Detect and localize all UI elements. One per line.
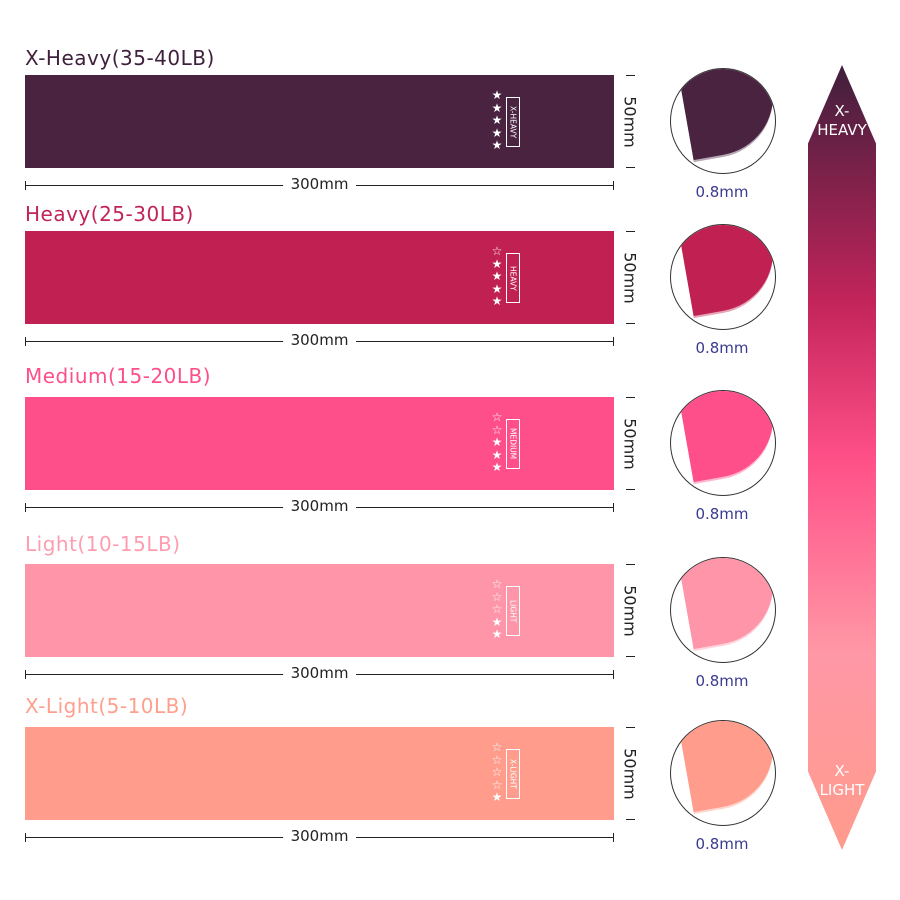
star-filled-icon: ★: [491, 88, 503, 102]
width-label: 50mm: [620, 251, 640, 304]
thickness-closeup-image: [670, 390, 776, 496]
level-label: LIGHT: [506, 586, 520, 636]
band-label-tag: ★ ★ ★ ★ ★ X-HEAVY: [490, 89, 530, 153]
length-label: 300mm: [282, 175, 357, 193]
star-outline-icon: ☆: [491, 422, 503, 437]
thickness-label: 0.8mm: [695, 672, 749, 690]
resistance-band: ★ ★ ★ ☆ ☆ MEDIUM: [25, 397, 614, 490]
star-outline-icon: ☆: [491, 589, 503, 604]
width-label: 50mm: [620, 95, 640, 148]
star-rating: ★ ★ ☆ ☆ ☆: [490, 578, 504, 641]
star-filled-icon: ★: [491, 100, 503, 115]
scale-bottom-label: X- LIGHT: [819, 762, 865, 799]
star-filled-icon: ★: [491, 435, 503, 449]
star-outline-icon: ☆: [491, 602, 503, 616]
resistance-band: ★ ★ ★ ★ ★ X-HEAVY: [25, 75, 614, 168]
star-outline-icon: ☆: [491, 752, 503, 767]
thickness-closeup-image: [670, 68, 776, 174]
level-label: X-HEAVY: [506, 97, 520, 147]
band-title: Medium(15-20LB): [25, 364, 212, 388]
length-label: 300mm: [282, 331, 357, 349]
star-outline-icon: ☆: [491, 777, 503, 792]
thickness-label: 0.8mm: [695, 835, 749, 853]
length-label: 300mm: [282, 827, 357, 845]
length-dimension: 300mm: [25, 331, 614, 349]
length-label: 300mm: [282, 497, 357, 515]
star-rating: ★ ★ ★ ☆ ☆: [490, 411, 504, 474]
width-label: 50mm: [620, 417, 640, 470]
band-title: X-Heavy(35-40LB): [25, 46, 215, 70]
star-outline-icon: ☆: [491, 740, 503, 754]
width-dimension: 50mm: [621, 397, 640, 490]
thickness-closeup-image: [670, 720, 776, 826]
star-outline-icon: ☆: [491, 577, 503, 591]
width-dimension: 50mm: [621, 727, 640, 820]
thickness-closeup-image: [670, 557, 776, 663]
star-filled-icon: ★: [491, 269, 503, 283]
thickness-label: 0.8mm: [695, 505, 749, 523]
thickness-label: 0.8mm: [695, 339, 749, 357]
star-rating: ★ ★ ★ ★ ★: [490, 89, 504, 152]
star-filled-icon: ★: [491, 256, 503, 271]
width-label: 50mm: [620, 584, 640, 637]
length-dimension: 300mm: [25, 827, 614, 845]
band-label-tag: ★ ★ ★ ☆ ☆ MEDIUM: [490, 411, 530, 475]
star-filled-icon: ★: [491, 614, 503, 629]
resistance-band: ★ ☆ ☆ ☆ ☆ X-LIGHT: [25, 727, 614, 820]
length-label: 300mm: [282, 664, 357, 682]
width-dimension: 50mm: [621, 231, 640, 324]
star-rating: ★ ☆ ☆ ☆ ☆: [490, 741, 504, 804]
resistance-band: ★ ★ ★ ★ ☆ HEAVY: [25, 231, 614, 324]
star-filled-icon: ★: [491, 294, 503, 308]
star-outline-icon: ☆: [491, 765, 503, 779]
star-outline-icon: ☆: [491, 410, 503, 424]
length-dimension: 300mm: [25, 175, 614, 193]
band-label-tag: ★ ☆ ☆ ☆ ☆ X-LIGHT: [490, 741, 530, 805]
star-filled-icon: ★: [491, 790, 503, 804]
level-label: HEAVY: [506, 253, 520, 303]
intensity-scale-arrow: [808, 65, 876, 850]
band-title: Heavy(25-30LB): [25, 202, 194, 226]
star-filled-icon: ★: [491, 138, 503, 152]
star-filled-icon: ★: [491, 460, 503, 474]
level-label: X-LIGHT: [506, 749, 520, 799]
resistance-band: ★ ★ ☆ ☆ ☆ LIGHT: [25, 564, 614, 657]
width-dimension: 50mm: [621, 75, 640, 168]
thickness-label: 0.8mm: [695, 183, 749, 201]
star-filled-icon: ★: [491, 125, 503, 140]
scale-top-label: X- HEAVY: [817, 102, 867, 139]
band-title: Light(10-15LB): [25, 532, 181, 556]
width-dimension: 50mm: [621, 564, 640, 657]
length-dimension: 300mm: [25, 497, 614, 515]
star-filled-icon: ★: [491, 627, 503, 641]
level-label: MEDIUM: [506, 419, 520, 469]
length-dimension: 300mm: [25, 664, 614, 682]
star-filled-icon: ★: [491, 113, 503, 127]
width-label: 50mm: [620, 747, 640, 800]
star-filled-icon: ★: [491, 447, 503, 462]
thickness-closeup-image: [670, 224, 776, 330]
star-outline-icon: ☆: [491, 244, 503, 258]
band-label-tag: ★ ★ ☆ ☆ ☆ LIGHT: [490, 578, 530, 642]
star-rating: ★ ★ ★ ★ ☆: [490, 245, 504, 308]
band-title: X-Light(5-10LB): [25, 694, 189, 718]
star-filled-icon: ★: [491, 281, 503, 296]
band-label-tag: ★ ★ ★ ★ ☆ HEAVY: [490, 245, 530, 309]
